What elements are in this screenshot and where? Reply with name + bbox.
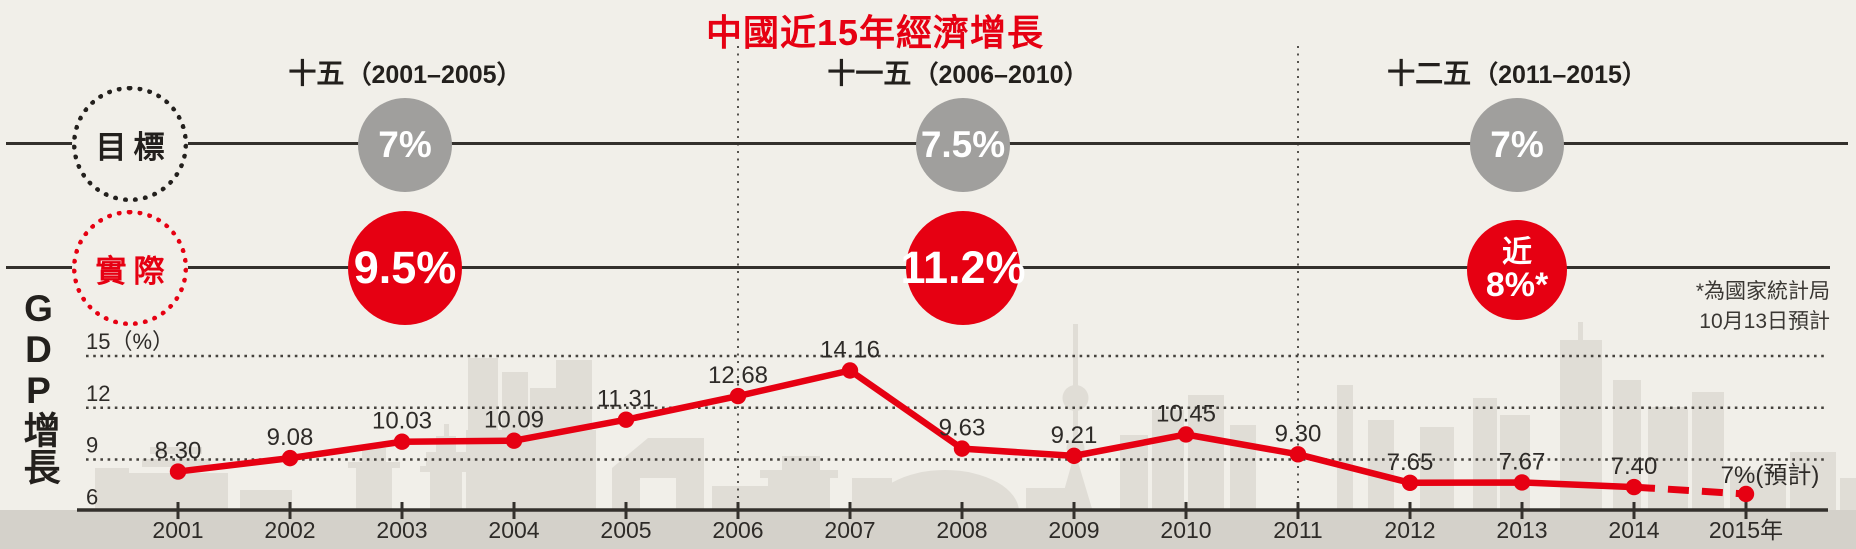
target-legend-circle: 目標 xyxy=(72,86,188,202)
data-point-2013 xyxy=(1513,474,1531,491)
x-tick-label-2010: 2010 xyxy=(1160,517,1211,543)
x-tick-label-2009: 2009 xyxy=(1048,517,1099,543)
period-header-3: 十二五（2011–2015） xyxy=(1387,52,1647,92)
y-tick-label: 12 xyxy=(86,381,110,406)
actual-legend-circle: 實際 xyxy=(72,210,188,326)
target-circle-1: 7% xyxy=(358,98,452,192)
data-point-2004 xyxy=(505,432,523,449)
gdp-line xyxy=(174,367,1638,491)
data-point-2001 xyxy=(169,463,187,480)
data-point-2011 xyxy=(1289,446,1307,463)
data-point-2007 xyxy=(841,362,859,379)
point-label-2014: 7.40 xyxy=(1611,453,1658,480)
target-value: 7.5% xyxy=(920,124,1006,165)
x-tick-label-2015: 2015年 xyxy=(1709,517,1783,543)
y-tick-label: 6 xyxy=(86,484,98,509)
point-label-2007: 14.16 xyxy=(820,336,880,363)
point-label-2006: 12.68 xyxy=(708,362,768,389)
x-tick-label-2014: 2014 xyxy=(1608,517,1659,543)
actual-value: 9.5% xyxy=(353,242,457,293)
point-label-2009: 9.21 xyxy=(1051,422,1098,449)
x-tick-label-2006: 2006 xyxy=(712,517,763,543)
data-point-2015 xyxy=(1737,485,1755,503)
period-header-1: 十五（2001–2005） xyxy=(288,52,521,92)
x-tick-label-2008: 2008 xyxy=(936,517,987,543)
target-legend-label: 目標 xyxy=(95,129,172,165)
period-name: 十一五 xyxy=(827,58,912,89)
data-point-2002 xyxy=(281,449,299,467)
actual-circle-3: 近 8%* xyxy=(1467,220,1567,320)
data-point-2010 xyxy=(1177,426,1195,443)
actual-value-line1: 近 xyxy=(1502,236,1532,269)
data-point-2003 xyxy=(393,433,411,450)
point-label-2013: 7.67 xyxy=(1499,448,1546,475)
data-point-2014 xyxy=(1625,478,1643,496)
period-header-2: 十一五（2006–2010） xyxy=(827,52,1088,92)
point-label-2008: 9.63 xyxy=(939,415,986,442)
period-range: （2011–2015） xyxy=(1473,61,1647,89)
x-tick-label-2005: 2005 xyxy=(600,517,651,543)
point-label-2003: 10.03 xyxy=(372,408,432,435)
data-point-2009 xyxy=(1065,447,1083,465)
period-range: （2001–2005） xyxy=(346,61,522,89)
point-label-2002: 9.08 xyxy=(267,424,314,451)
point-label-2011: 9.30 xyxy=(1275,420,1322,447)
footnote-line1: *為國家統計局 xyxy=(1695,280,1830,303)
point-label-2004: 10.09 xyxy=(484,407,544,434)
data-point-2006 xyxy=(729,387,747,405)
x-tick-label-2011: 2011 xyxy=(1273,517,1322,543)
period-range: （2006–2010） xyxy=(913,61,1089,89)
x-tick-label-2007: 2007 xyxy=(824,517,875,543)
point-label-2010: 10.45 xyxy=(1156,400,1216,427)
axis-base-band xyxy=(0,510,1856,549)
x-tick-label-2001: 2001 xyxy=(152,517,203,543)
data-point-2008 xyxy=(953,440,971,457)
period-name: 十二五 xyxy=(1387,58,1472,89)
point-label-2005: 11.31 xyxy=(597,386,655,413)
target-value: 7% xyxy=(1490,124,1544,165)
data-point-2005 xyxy=(617,411,635,428)
data-point-2012 xyxy=(1401,474,1419,491)
footnote-line2: 10月13日預計 xyxy=(1699,310,1830,334)
gdp-line-forecast xyxy=(1633,483,1747,498)
footnote: *為國家統計局 10月13日預計 xyxy=(1696,277,1830,338)
target-circle-3: 7% xyxy=(1470,98,1564,192)
actual-value: 11.2% xyxy=(900,242,1026,293)
y-tick-label: 15（%） xyxy=(86,329,174,354)
y-tick-label: 9 xyxy=(86,433,98,458)
actual-value-line2: 8%* xyxy=(1485,266,1549,304)
point-label-2015: 7%(預計) xyxy=(1721,462,1820,489)
target-value: 7% xyxy=(378,124,432,165)
period-name: 十五 xyxy=(288,58,345,89)
actual-legend-label: 實際 xyxy=(95,253,172,289)
actual-circle-2: 11.2% xyxy=(900,211,1026,325)
x-tick-label-2002: 2002 xyxy=(264,517,315,543)
x-tick-label-2013: 2013 xyxy=(1496,517,1547,543)
x-tick-label-2004: 2004 xyxy=(488,517,539,543)
x-tick-label-2012: 2012 xyxy=(1384,517,1435,543)
point-label-2001: 8.30 xyxy=(155,438,202,465)
actual-circle-1: 9.5% xyxy=(348,211,462,325)
y-axis-title: GDP增長 xyxy=(18,288,59,485)
x-tick-label-2003: 2003 xyxy=(376,517,427,543)
page-title: 中國近15年經濟增長 xyxy=(705,12,1045,53)
point-label-2012: 7.65 xyxy=(1387,449,1434,476)
target-circle-2: 7.5% xyxy=(916,98,1010,192)
